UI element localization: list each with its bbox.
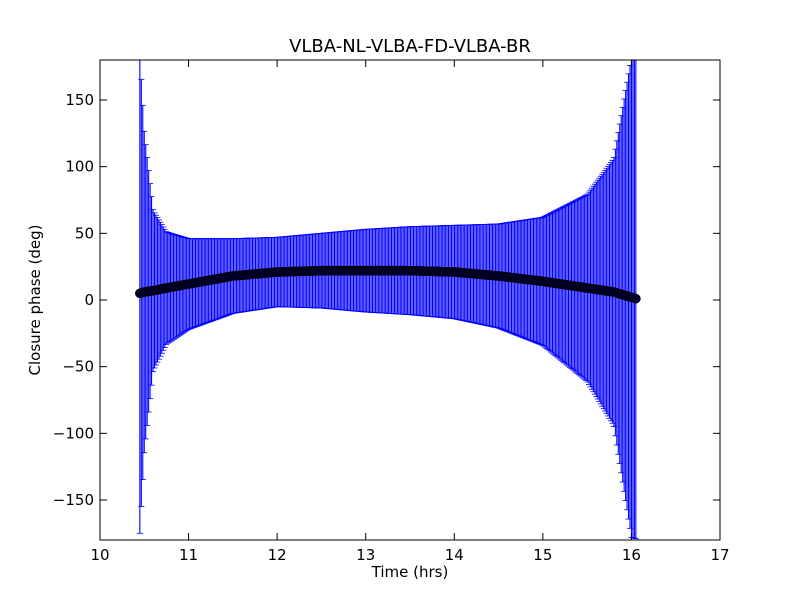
- y-tick-label: −100: [53, 424, 94, 442]
- x-tick-label: 16: [622, 546, 641, 564]
- x-tick-label: 13: [356, 546, 375, 564]
- plot-area: [135, 60, 641, 540]
- data-point: [631, 293, 641, 304]
- y-tick-label: −50: [62, 358, 94, 376]
- y-tick-label: 50: [75, 224, 94, 242]
- data-points: [135, 265, 641, 304]
- y-tick-label: 0: [84, 291, 94, 309]
- x-tick-label: 15: [533, 546, 552, 564]
- y-tick-label: 100: [65, 158, 94, 176]
- x-tick-label: 11: [179, 546, 198, 564]
- x-axis-label: Time (hrs): [371, 563, 449, 581]
- x-tick-label: 14: [445, 546, 464, 564]
- x-tick-label: 12: [268, 546, 287, 564]
- x-tick-label: 10: [90, 546, 109, 564]
- y-axis-label: Closure phase (deg): [26, 225, 44, 376]
- y-tick-label: −150: [53, 491, 94, 509]
- axis-ticks: 10 11 12 13 14 15 16 17 −150 −100 −50 0 50 100 150: [53, 60, 730, 564]
- error-bar-caps: [136, 65, 639, 540]
- y-tick-label: 150: [65, 91, 94, 109]
- x-tick-label: 17: [710, 546, 729, 564]
- chart-title: VLBA-NL-VLBA-FD-VLBA-BR: [289, 36, 531, 57]
